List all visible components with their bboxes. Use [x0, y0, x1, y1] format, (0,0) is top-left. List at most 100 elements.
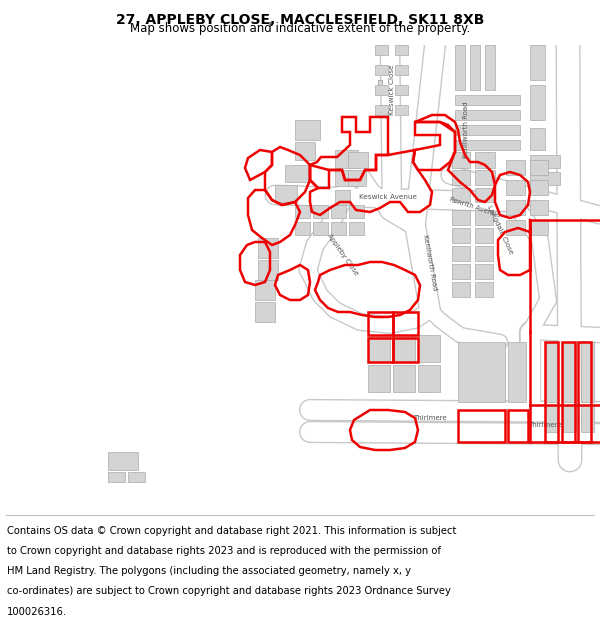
Polygon shape	[349, 205, 364, 218]
Polygon shape	[395, 45, 408, 55]
Polygon shape	[545, 405, 558, 432]
Polygon shape	[455, 45, 465, 90]
Polygon shape	[506, 220, 525, 235]
Polygon shape	[530, 220, 548, 235]
Text: Kenilworth Road: Kenilworth Road	[463, 102, 469, 158]
Polygon shape	[475, 210, 493, 225]
Polygon shape	[475, 170, 495, 185]
Polygon shape	[452, 170, 470, 185]
Polygon shape	[475, 152, 495, 168]
Polygon shape	[455, 140, 520, 150]
Polygon shape	[295, 120, 320, 140]
Polygon shape	[348, 170, 366, 186]
Text: 100026316.: 100026316.	[7, 607, 67, 617]
Text: Penrith Avenue: Penrith Avenue	[448, 196, 500, 218]
Text: Keswick Avenue: Keswick Avenue	[359, 194, 417, 200]
Polygon shape	[475, 264, 493, 279]
Polygon shape	[108, 452, 138, 470]
Polygon shape	[378, 80, 382, 92]
Polygon shape	[375, 65, 388, 75]
Polygon shape	[368, 335, 390, 362]
Polygon shape	[395, 85, 408, 95]
Polygon shape	[581, 405, 594, 432]
Polygon shape	[475, 246, 493, 261]
Polygon shape	[530, 155, 560, 168]
Polygon shape	[563, 342, 576, 402]
Polygon shape	[508, 342, 526, 402]
Polygon shape	[378, 80, 382, 92]
Polygon shape	[418, 365, 440, 392]
Polygon shape	[375, 45, 388, 55]
Polygon shape	[506, 180, 525, 195]
Polygon shape	[475, 228, 493, 243]
Polygon shape	[475, 282, 493, 297]
Polygon shape	[295, 142, 315, 160]
Polygon shape	[375, 105, 388, 115]
Polygon shape	[470, 45, 480, 90]
Polygon shape	[530, 160, 548, 175]
Polygon shape	[295, 205, 310, 218]
Polygon shape	[506, 160, 525, 175]
Polygon shape	[475, 188, 495, 202]
Polygon shape	[530, 180, 548, 195]
Polygon shape	[452, 282, 470, 297]
Polygon shape	[128, 472, 145, 482]
Text: to Crown copyright and database rights 2023 and is reproduced with the permissio: to Crown copyright and database rights 2…	[7, 546, 441, 556]
Polygon shape	[378, 80, 382, 92]
Text: Thirlmere: Thirlmere	[528, 422, 562, 428]
Polygon shape	[530, 200, 548, 215]
Polygon shape	[530, 128, 545, 150]
Text: 27, APPLEBY CLOSE, MACCLESFIELD, SK11 8XB: 27, APPLEBY CLOSE, MACCLESFIELD, SK11 8X…	[116, 12, 484, 27]
Polygon shape	[418, 335, 440, 362]
Polygon shape	[452, 246, 470, 261]
Polygon shape	[335, 170, 352, 186]
Polygon shape	[331, 222, 346, 235]
Text: Map shows position and indicative extent of the property.: Map shows position and indicative extent…	[130, 22, 470, 35]
Polygon shape	[275, 185, 297, 202]
Polygon shape	[485, 45, 495, 90]
Polygon shape	[335, 190, 350, 205]
Polygon shape	[255, 280, 275, 300]
Polygon shape	[455, 125, 520, 135]
Text: Langdale Close: Langdale Close	[486, 205, 514, 255]
Polygon shape	[331, 205, 346, 218]
Polygon shape	[295, 222, 310, 235]
Text: HM Land Registry. The polygons (including the associated geometry, namely x, y: HM Land Registry. The polygons (includin…	[7, 566, 411, 576]
Text: Thirlmere: Thirlmere	[413, 415, 447, 421]
Polygon shape	[530, 85, 545, 120]
Polygon shape	[452, 188, 470, 202]
Polygon shape	[530, 45, 545, 80]
Polygon shape	[258, 238, 278, 258]
Text: Keswick Close: Keswick Close	[389, 64, 395, 115]
Polygon shape	[530, 172, 560, 185]
Polygon shape	[581, 342, 594, 402]
Polygon shape	[545, 342, 558, 402]
Text: co-ordinates) are subject to Crown copyright and database rights 2023 Ordnance S: co-ordinates) are subject to Crown copyr…	[7, 586, 451, 596]
Polygon shape	[348, 152, 368, 168]
Polygon shape	[368, 365, 390, 392]
Polygon shape	[395, 65, 408, 75]
Polygon shape	[395, 105, 408, 115]
Text: Kenilworth Road: Kenilworth Road	[422, 234, 438, 291]
Polygon shape	[506, 200, 525, 215]
Polygon shape	[452, 152, 470, 168]
Polygon shape	[452, 228, 470, 243]
Text: Contains OS data © Crown copyright and database right 2021. This information is : Contains OS data © Crown copyright and d…	[7, 526, 457, 536]
Polygon shape	[378, 80, 382, 92]
Polygon shape	[458, 342, 505, 402]
Polygon shape	[313, 205, 328, 218]
Polygon shape	[349, 222, 364, 235]
Polygon shape	[258, 260, 278, 280]
Polygon shape	[452, 210, 470, 225]
Polygon shape	[375, 85, 388, 95]
Polygon shape	[108, 472, 125, 482]
Polygon shape	[313, 222, 328, 235]
Polygon shape	[393, 365, 415, 392]
Polygon shape	[455, 110, 520, 120]
Polygon shape	[378, 80, 382, 92]
Polygon shape	[255, 302, 275, 322]
Polygon shape	[393, 335, 415, 362]
Polygon shape	[452, 264, 470, 279]
Polygon shape	[455, 95, 520, 105]
Polygon shape	[563, 405, 576, 432]
